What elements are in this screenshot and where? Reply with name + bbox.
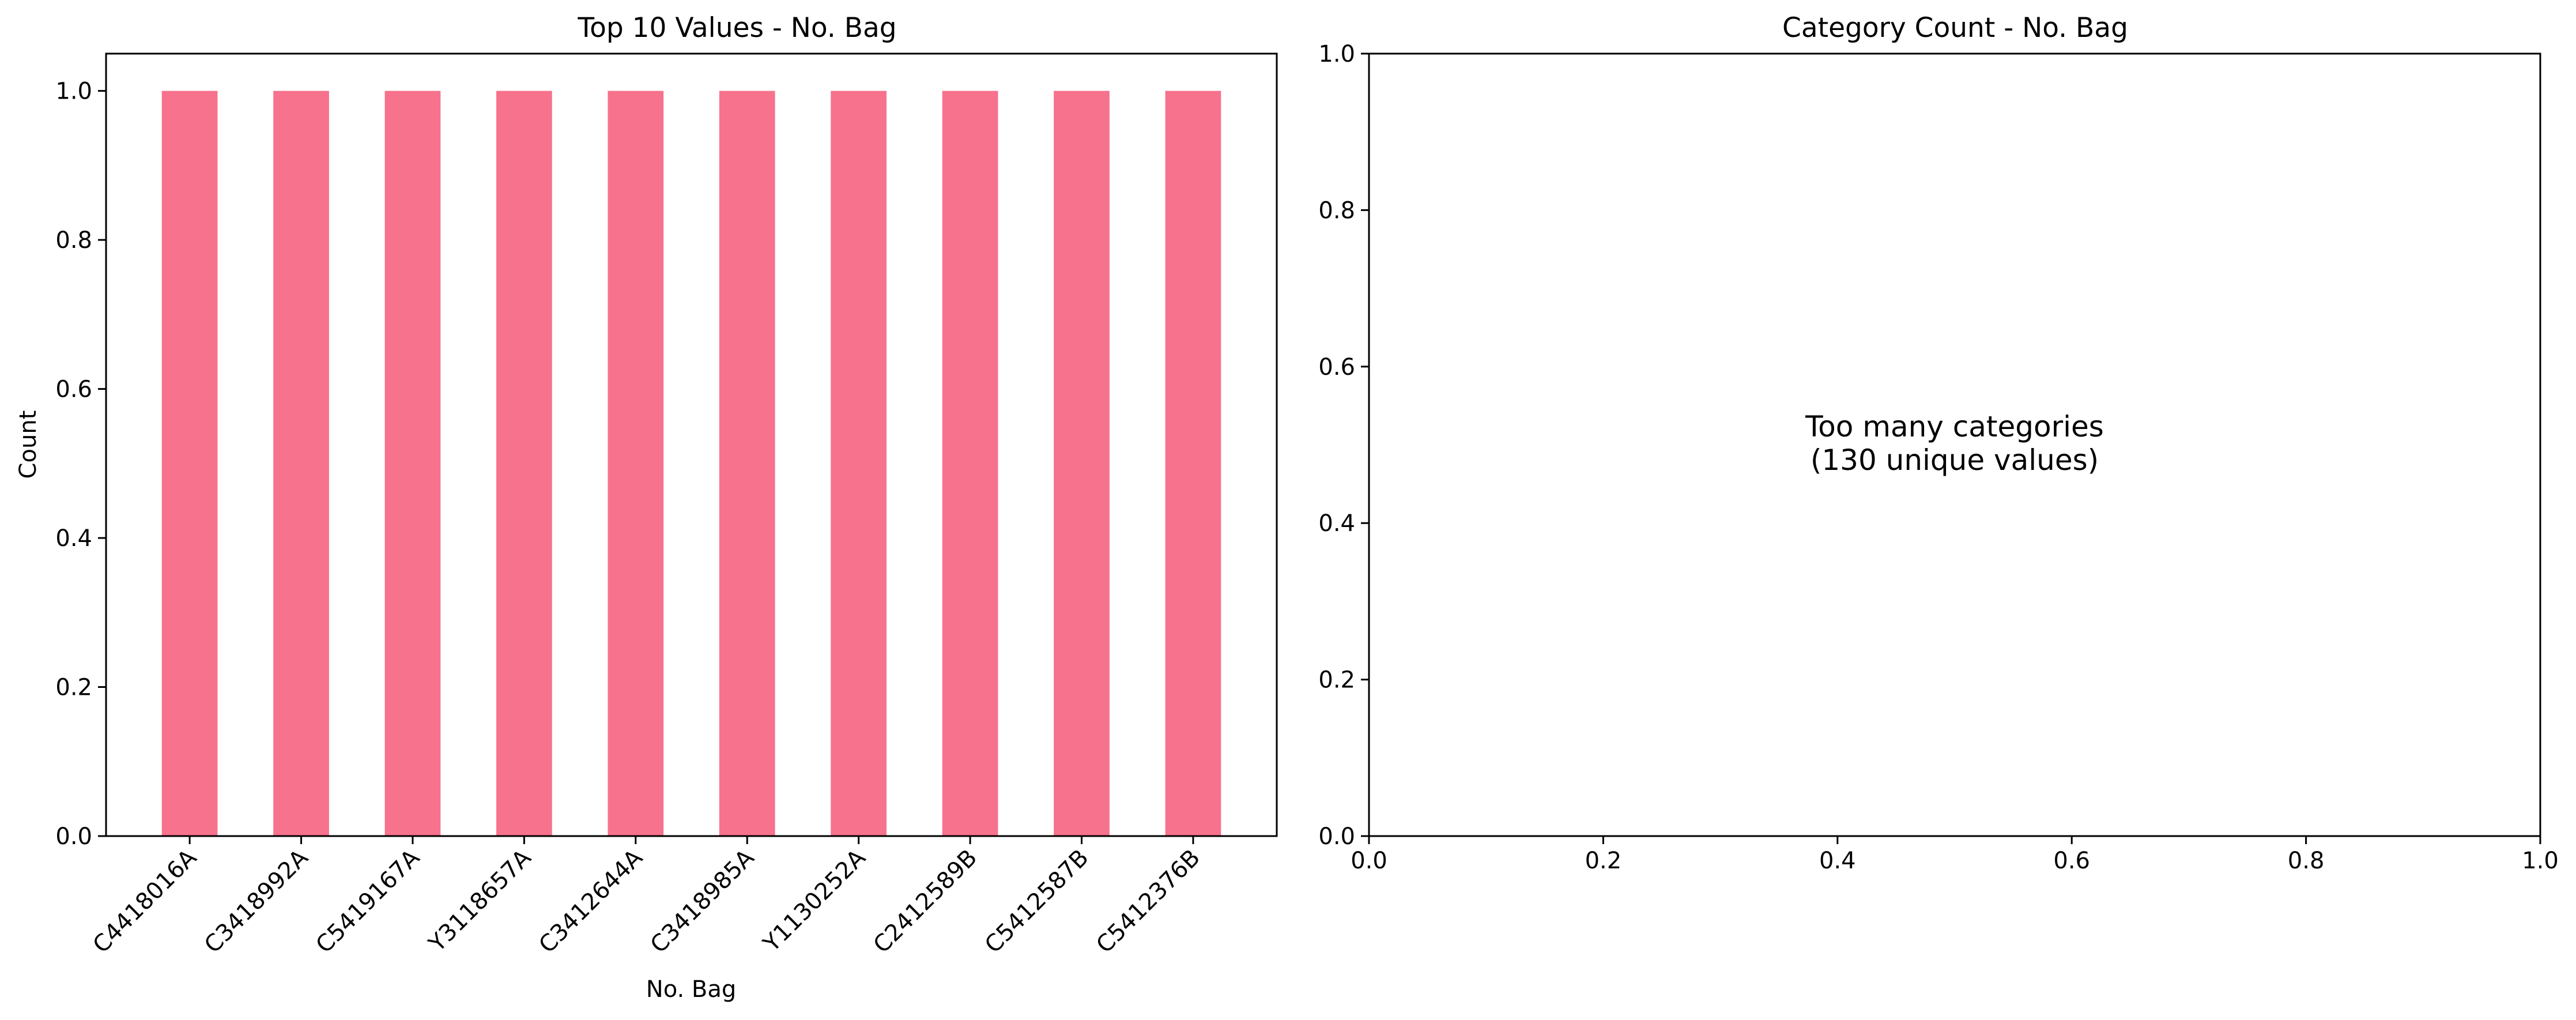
x-tick-label: 0.2 <box>1585 848 1622 874</box>
y-tick-label: 0.4 <box>1318 510 1355 537</box>
bar <box>608 91 664 837</box>
right-x-ticks: 0.0 0.2 0.4 0.6 0.8 1.0 <box>1351 836 2559 874</box>
bar <box>496 91 552 837</box>
right-chart: Category Count - No. Bag 0.0 0.2 0.4 0.6 0.8… <box>1318 12 2558 874</box>
y-tick-label: 0.0 <box>55 823 92 850</box>
y-tick-label: 0.6 <box>1318 354 1355 381</box>
y-tick-label: 0.6 <box>55 377 92 403</box>
right-y-ticks: 0.0 0.2 0.4 0.6 0.8 1.0 <box>1318 41 1369 850</box>
bar <box>719 91 775 837</box>
y-tick-label: 1.0 <box>55 78 92 105</box>
x-tick-label: 0.6 <box>2053 848 2090 874</box>
y-tick-label: 0.2 <box>55 675 92 701</box>
y-tick-label: 0.0 <box>1318 823 1355 850</box>
left-x-axis-label: No. Bag <box>646 976 736 1003</box>
left-y-ticks: 0.0 0.2 0.4 0.6 0.8 1.0 <box>55 78 106 850</box>
bar <box>1165 91 1221 837</box>
annotation-line-2: (130 unique values) <box>1811 443 2099 477</box>
y-tick-label: 1.0 <box>1318 41 1355 67</box>
y-tick-label: 0.2 <box>1318 667 1355 694</box>
bar <box>942 91 998 837</box>
x-tick-label: 1.0 <box>2522 848 2559 874</box>
right-axes-frame <box>1368 52 2541 837</box>
left-y-axis-label: Count <box>15 411 42 479</box>
x-tick-label: 0.8 <box>2288 848 2325 874</box>
right-chart-title: Category Count - No. Bag <box>1782 12 2128 44</box>
y-tick-label: 0.8 <box>55 227 92 254</box>
y-tick-label: 0.8 <box>1318 197 1355 224</box>
left-axes-frame <box>105 52 1278 837</box>
y-tick-label: 0.4 <box>55 525 92 552</box>
left-bars <box>161 91 1221 837</box>
bar <box>831 91 887 837</box>
bar <box>384 91 441 837</box>
x-tick-label: 0.0 <box>1351 848 1387 874</box>
annotation-line-1: Too many categories <box>1805 410 2104 443</box>
bar <box>273 91 329 837</box>
bar <box>1054 91 1110 837</box>
left-chart-title: Top 10 Values - No. Bag <box>577 12 896 44</box>
x-tick-label: 0.4 <box>1819 848 1856 874</box>
bar <box>161 91 218 837</box>
